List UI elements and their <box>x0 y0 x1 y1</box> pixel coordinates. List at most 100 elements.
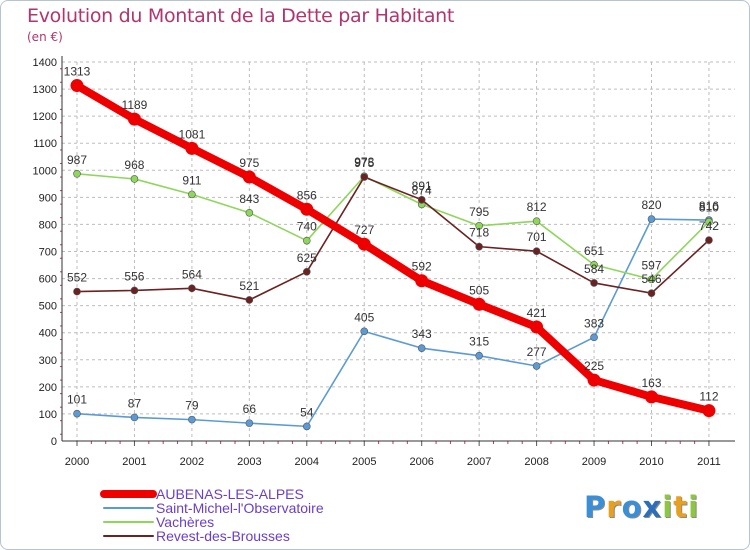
data-point <box>647 289 656 297</box>
data-point <box>475 351 483 360</box>
data-label: 742 <box>699 219 719 233</box>
data-label: 112 <box>699 390 718 404</box>
data-label: 54 <box>300 405 314 419</box>
y-tick-label: 500 <box>39 301 57 313</box>
y-tick-label: 200 <box>39 382 57 394</box>
data-point <box>300 202 314 216</box>
data-label: 978 <box>354 155 374 169</box>
series-line-1 <box>76 218 710 428</box>
data-point <box>188 415 196 424</box>
data-point <box>357 237 371 251</box>
data-label: 843 <box>239 192 259 206</box>
data-point <box>242 170 256 184</box>
series-line-2 <box>76 173 710 281</box>
data-label: 505 <box>469 283 489 297</box>
data-point <box>532 247 541 256</box>
data-label: 810 <box>699 201 719 215</box>
data-label: 651 <box>584 244 604 258</box>
legend-label: Revest-des-Brousses <box>156 528 290 544</box>
data-label: 101 <box>67 393 87 407</box>
data-label: 975 <box>354 156 374 170</box>
x-tick-label: 2011 <box>697 456 721 468</box>
data-point <box>185 141 199 155</box>
data-label: 546 <box>641 272 661 286</box>
y-tick-label: 1100 <box>33 138 57 150</box>
data-point <box>130 175 139 183</box>
logo-letter: i <box>688 490 700 524</box>
y-tick-label: 300 <box>39 355 57 367</box>
data-point <box>702 404 716 418</box>
logo-letter: t <box>673 490 689 524</box>
data-label: 701 <box>527 230 547 244</box>
y-tick-label: 600 <box>39 274 57 286</box>
x-tick-label: 2004 <box>295 456 319 468</box>
y-tick-label: 1300 <box>33 84 57 96</box>
legend-label: Vachères <box>156 514 214 530</box>
chart-subtitle: (en €) <box>27 30 63 44</box>
data-point <box>245 296 254 304</box>
data-point <box>188 284 196 293</box>
x-tick-label: 2002 <box>180 456 204 468</box>
data-label: 727 <box>354 223 374 237</box>
data-point <box>647 215 656 223</box>
data-label: 556 <box>124 269 144 283</box>
data-point <box>302 236 311 245</box>
data-label: 87 <box>128 396 142 410</box>
data-label: 856 <box>297 188 317 202</box>
data-point <box>417 195 426 204</box>
data-label: 421 <box>527 306 547 320</box>
data-label: 874 <box>412 183 432 197</box>
data-label: 987 <box>67 153 87 167</box>
y-tick-label: 400 <box>39 328 57 340</box>
data-label: 718 <box>469 226 489 240</box>
y-tick-label: 100 <box>39 409 57 421</box>
data-point <box>73 409 81 418</box>
series-line-0 <box>73 81 713 415</box>
data-label: 820 <box>641 198 661 212</box>
x-tick-label: 2000 <box>65 456 89 468</box>
chart-title: Evolution du Montant de la Dette par Hab… <box>27 5 455 27</box>
data-point <box>530 320 544 334</box>
data-point <box>127 112 141 126</box>
data-label: 343 <box>412 327 432 341</box>
data-label: 1189 <box>122 98 148 112</box>
data-point <box>417 344 426 352</box>
data-point <box>130 286 139 295</box>
x-tick-label: 2005 <box>352 456 376 468</box>
data-point <box>532 217 541 225</box>
data-point <box>73 170 81 178</box>
data-point <box>360 327 369 336</box>
data-label: 816 <box>699 199 719 213</box>
data-label: 277 <box>527 345 547 359</box>
y-tick-label: 0 <box>51 436 57 448</box>
data-point <box>130 413 139 422</box>
y-tick-label: 1400 <box>33 57 57 69</box>
x-tick-label: 2003 <box>237 456 261 468</box>
data-point <box>73 287 81 296</box>
y-tick-label: 900 <box>39 192 57 204</box>
data-label: 225 <box>584 359 604 373</box>
data-label: 163 <box>641 376 661 390</box>
data-label: 625 <box>297 251 317 265</box>
data-point <box>188 190 196 199</box>
data-label: 564 <box>182 267 202 281</box>
logo-letter: o <box>621 490 643 524</box>
data-label: 383 <box>584 316 604 330</box>
data-point <box>645 390 658 404</box>
x-tick-label: 2007 <box>467 456 491 468</box>
y-tick-label: 1000 <box>33 165 57 177</box>
data-label: 740 <box>297 220 317 234</box>
data-label: 1081 <box>179 127 206 141</box>
data-point <box>475 242 483 251</box>
data-label: 1313 <box>64 65 91 79</box>
data-point <box>590 260 598 269</box>
data-label: 597 <box>641 258 661 272</box>
data-point <box>472 297 486 311</box>
data-label: 405 <box>354 310 374 324</box>
data-label: 584 <box>584 262 604 276</box>
data-label: 812 <box>527 200 547 214</box>
legend-label: AUBENAS-LES-ALPES <box>156 486 304 502</box>
data-point <box>590 279 598 287</box>
data-point <box>705 236 713 244</box>
